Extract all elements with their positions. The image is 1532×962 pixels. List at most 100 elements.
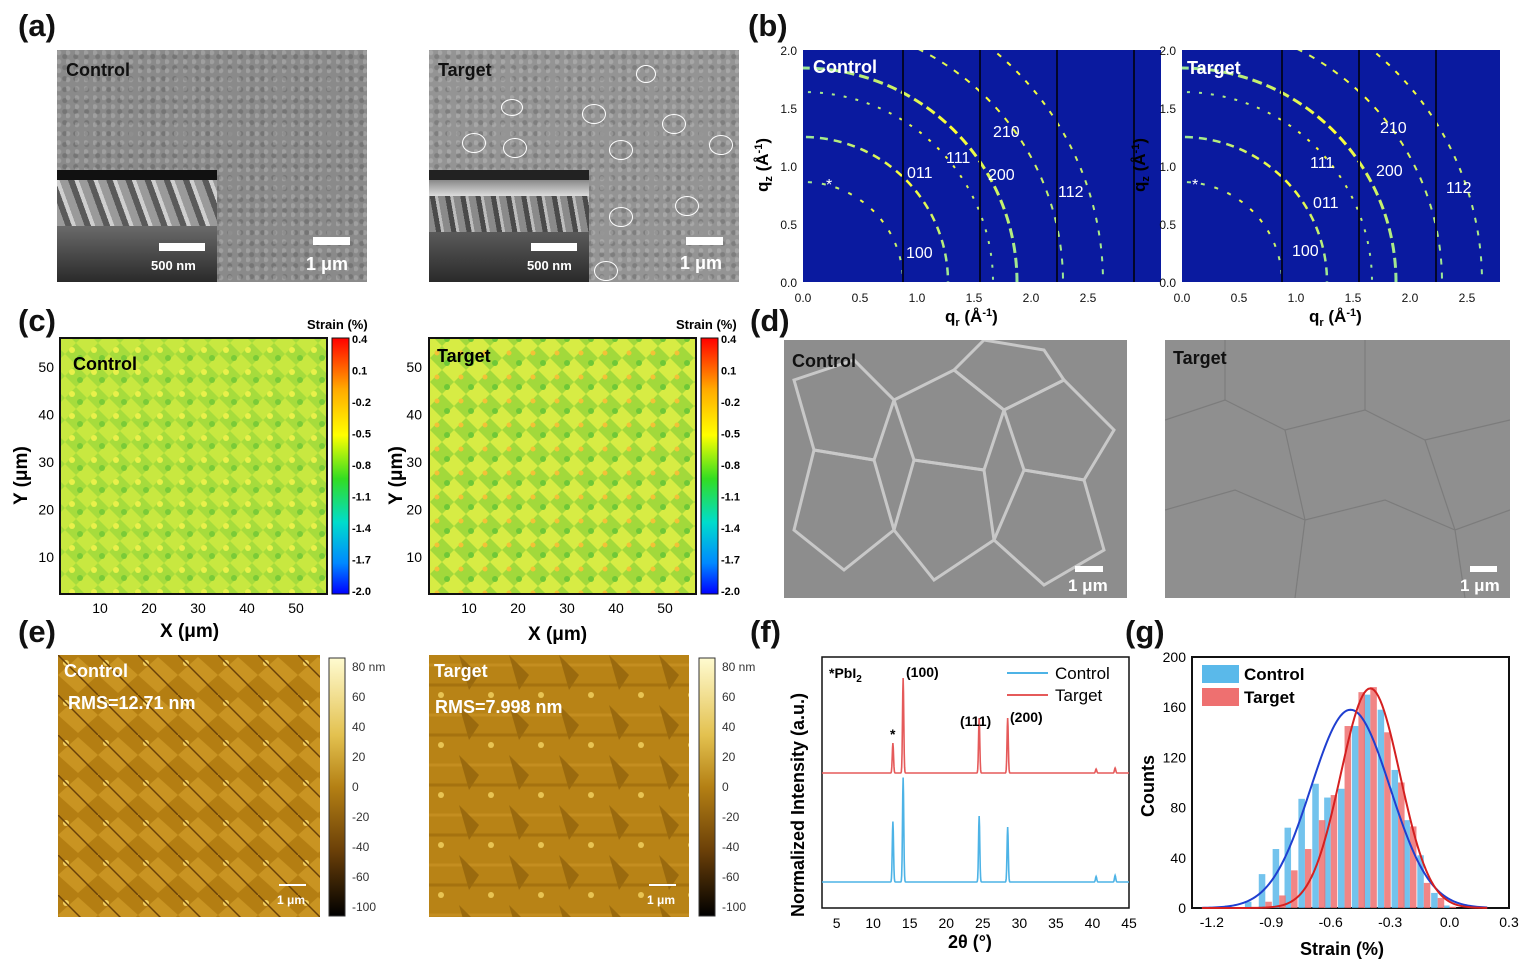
giwaxs-control: Control * 210 111 200 011 112 100 0.0 0.5… (753, 44, 1161, 329)
reflection-210: 210 (1380, 120, 1407, 137)
histogram-bar-control (1443, 905, 1450, 908)
strain-xlabel: X (μm) (528, 624, 587, 645)
colorbar-tick: -1.1 (721, 492, 740, 504)
axis-tick-x: 20 (510, 600, 526, 616)
colorbar-tick: 60 (352, 690, 366, 704)
histogram-ylabel: Counts (1138, 755, 1158, 817)
colorbar-tick: 0 (722, 780, 729, 794)
axis-tick-x: 2.5 (1459, 291, 1476, 305)
histogram-bar-target (1291, 870, 1298, 908)
sem-target-cross-section: 500 nm (429, 170, 589, 282)
axis-tick-y: 20 (38, 502, 54, 518)
histogram-bar-control (1324, 797, 1331, 908)
scale-label: 1 μm (277, 893, 305, 907)
afm-control-rms: RMS=12.71 nm (68, 693, 196, 713)
scale-label: 1 μm (647, 893, 675, 907)
highlight-circle (709, 135, 733, 155)
axis-tick-x: 10 (865, 915, 881, 931)
histogram-bar-control (1338, 788, 1345, 908)
colorbar-tick: -60 (352, 870, 370, 884)
highlight-circle (462, 133, 486, 153)
axis-tick-y: 40 (1170, 850, 1186, 866)
peak-label-111: (111) (960, 713, 991, 729)
axis-tick-y: 50 (38, 359, 54, 375)
highlight-circle (675, 196, 699, 216)
axis-tick-x: 2.5 (1080, 291, 1097, 305)
highlight-circle (594, 261, 618, 281)
axis-tick-x: 35 (1048, 915, 1064, 931)
colorbar-tick: 20 (352, 750, 366, 764)
axis-tick-x: -1.2 (1200, 914, 1224, 930)
axis-tick-y: 0.5 (780, 218, 797, 232)
histogram-bar-target (1318, 820, 1326, 908)
star-marker: * (1192, 177, 1198, 194)
histogram-bar-control (1403, 820, 1410, 908)
histogram-bar-control (1391, 769, 1399, 908)
colorbar-tick: -40 (352, 840, 370, 854)
giwaxs-ylabel: qz (Å-1) (1130, 138, 1152, 192)
axis-tick-x: 1.0 (1288, 291, 1305, 305)
axis-tick-x: 1.0 (909, 291, 926, 305)
giwaxs-xlabel: qr (Å-1) (1309, 307, 1362, 329)
axis-tick-y: 40 (38, 407, 54, 423)
histogram-bar-control (1244, 901, 1252, 908)
axis-tick-x: 20 (141, 600, 157, 616)
axis-tick-x: -0.6 (1319, 914, 1343, 930)
sem-target-title: Target (438, 60, 492, 80)
histogram-bar-target (1437, 897, 1445, 908)
legend-control-swatch (1202, 665, 1239, 683)
axis-tick-x: 30 (559, 600, 575, 616)
strain-histogram: Control Target -1.2 -0.9 -0.6 -0.3 0.0 0.3 20… (1138, 649, 1519, 959)
scalebar (1470, 566, 1497, 572)
axis-tick-y: 120 (1163, 749, 1187, 765)
axis-tick-x: 20 (938, 915, 954, 931)
histogram-bar-target (1358, 692, 1365, 908)
colorbar-tick: -1.4 (352, 523, 372, 535)
afm-target: Target RMS=7.998 nm 1 μm 80 nm 60 40 20 0 -20… (429, 655, 755, 917)
axis-tick-y: 80 (1170, 800, 1186, 816)
colorbar-tick: -0.8 (352, 460, 371, 472)
colorbar-tick: -60 (722, 870, 740, 884)
target-gaussian-fit (1201, 687, 1488, 909)
colorbar-tick: 40 (722, 720, 736, 734)
axis-tick-y: 30 (406, 454, 422, 470)
scale-label: 1 μm (1068, 576, 1108, 595)
axis-tick-x: 25 (975, 915, 991, 931)
histogram-bar-target (1409, 826, 1417, 908)
panel-b-label: (b) (748, 8, 788, 43)
panel-f-label: (f) (750, 614, 781, 649)
colorbar-tick: -0.2 (352, 397, 371, 409)
colorbar-tick: -0.5 (721, 429, 740, 441)
reflection-100: 100 (906, 245, 933, 262)
colorbar-tick: -1.7 (352, 555, 371, 567)
giwaxs-panels: Control * 210 111 200 011 112 100 0.0 0.5… (753, 44, 1500, 329)
axis-tick-x: 0.0 (1440, 914, 1460, 930)
colorbar-tick: -1.1 (352, 492, 371, 504)
axis-tick-x: 40 (239, 600, 255, 616)
histogram-bar-target (1304, 849, 1312, 908)
colorbar-tick: 0.1 (352, 366, 367, 378)
peak-label-100: (100) (906, 664, 939, 680)
giwaxs-target: Target * 210 111 200 011 112 100 0.0 0.5 1… (1130, 44, 1500, 329)
giwaxs-target-map (1182, 50, 1500, 282)
strain-control-title: Control (73, 354, 137, 374)
xrd-series-control (822, 777, 1129, 883)
afm-control: Control RMS=12.71 nm 1 μm 80 nm 60 40 20 0 -2… (58, 655, 385, 917)
axis-tick-x: 10 (461, 600, 477, 616)
reflection-011: 011 (1313, 195, 1339, 212)
histogram-bar-control (1312, 783, 1319, 908)
axis-tick-y: 0.0 (780, 276, 797, 290)
strain-control-map (59, 337, 328, 595)
peak-star: * (890, 726, 896, 742)
histogram-bar-control (1298, 798, 1305, 908)
histogram-bar-control (1363, 694, 1371, 908)
highlight-circle (609, 207, 633, 227)
xrd-xlabel: 2θ (°) (948, 932, 992, 952)
axis-tick-y: 40 (406, 407, 422, 423)
axis-tick-y: 1.5 (780, 102, 797, 116)
colorbar-tick: 40 (352, 720, 366, 734)
sem-control-cross-section: 500 nm (57, 170, 217, 282)
colorbar-title: Strain (%) (307, 317, 368, 332)
highlight-circle (503, 138, 527, 158)
axis-tick-x: -0.9 (1259, 914, 1283, 930)
